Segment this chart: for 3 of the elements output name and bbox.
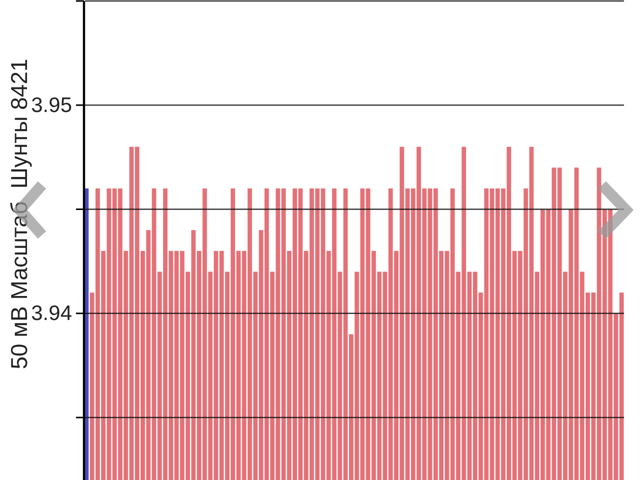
- y-tick-label: 3.95: [31, 94, 72, 117]
- y-axis-title: 50 мВ Масштаб Шунты 8421: [6, 58, 32, 370]
- y-tick-label: 3.94: [31, 302, 72, 326]
